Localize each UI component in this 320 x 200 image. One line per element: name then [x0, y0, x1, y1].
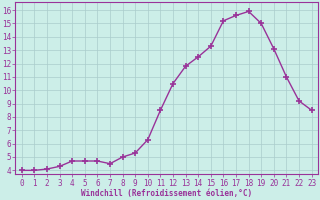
X-axis label: Windchill (Refroidissement éolien,°C): Windchill (Refroidissement éolien,°C) — [81, 189, 252, 198]
